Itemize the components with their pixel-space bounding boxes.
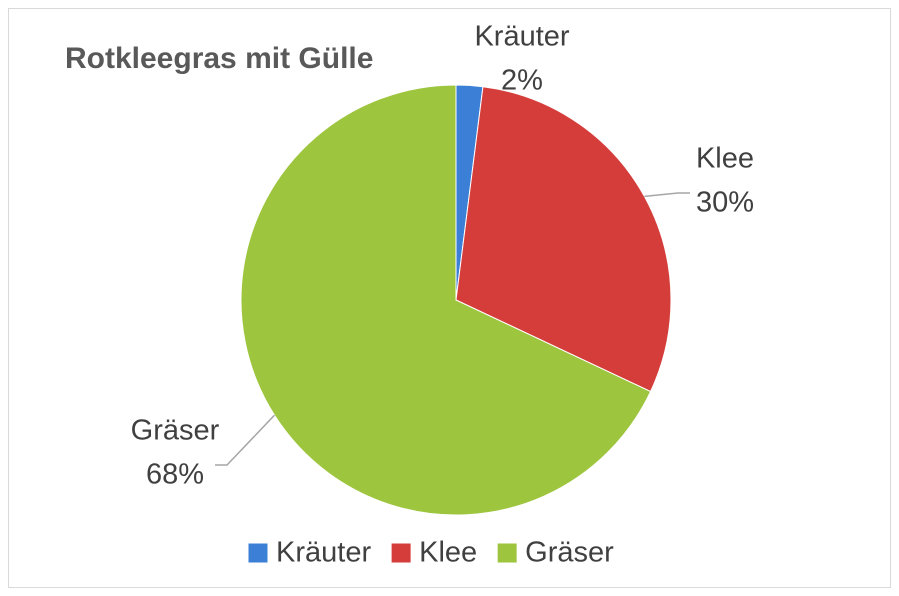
- leader-line: [644, 192, 690, 198]
- legend-swatch: [390, 542, 412, 564]
- slice-value-label: 30%: [696, 187, 754, 219]
- slice-value-label: 68%: [146, 459, 204, 491]
- legend-swatch: [247, 542, 269, 564]
- legend-label: Gräser: [525, 537, 614, 569]
- leader-line: [215, 414, 276, 466]
- slice-label: Gräser: [131, 415, 220, 447]
- pie-slice: [240, 84, 652, 516]
- chart-title: Rotkleegras mit Gülle: [65, 42, 373, 75]
- slice-label: Klee: [696, 143, 754, 175]
- slice-value-label: 2%: [501, 65, 543, 97]
- legend-label: Kräuter: [276, 537, 371, 569]
- slice-label: Kräuter: [474, 21, 569, 53]
- legend-swatch: [496, 542, 518, 564]
- legend-label: Klee: [419, 537, 477, 569]
